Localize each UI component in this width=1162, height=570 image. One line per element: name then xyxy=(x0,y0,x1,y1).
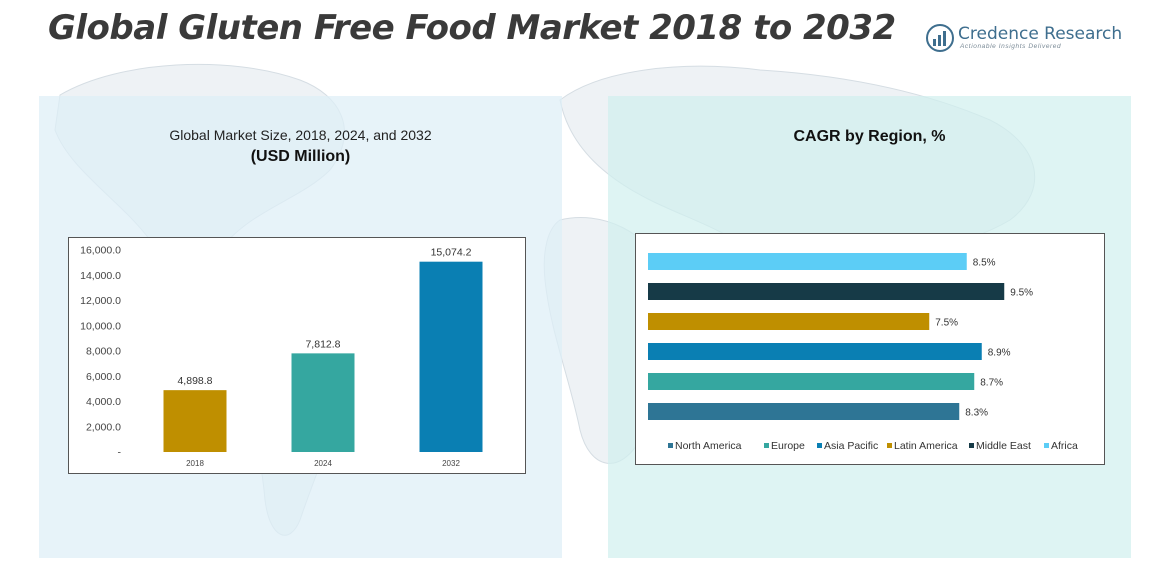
bar-2032 xyxy=(419,261,483,452)
legend-swatch xyxy=(764,443,769,448)
y-tick-label: 16,000.0 xyxy=(80,245,121,257)
market-size-bar-chart: - 2,000.0 4,000.0 6,000.0 8,000.0 10,000.0 12,… xyxy=(80,245,483,468)
y-tick-label: 6,000.0 xyxy=(86,371,121,383)
data-label: 8.3% xyxy=(965,408,988,419)
legend-swatch xyxy=(887,443,892,448)
y-tick-label: 10,000.0 xyxy=(80,320,121,332)
data-label: 7.5% xyxy=(935,318,958,329)
market-size-unit: (USD Million) xyxy=(250,148,351,165)
bar-2018 xyxy=(163,390,227,452)
x-tick-label: 2032 xyxy=(442,459,460,468)
legend-item: Africa xyxy=(1051,440,1078,452)
bar-chart-logo-icon xyxy=(926,24,954,52)
legend-swatch xyxy=(1044,443,1049,448)
y-tick-label: 8,000.0 xyxy=(86,346,121,358)
bar-2024 xyxy=(291,353,355,452)
y-tick-label: - xyxy=(118,447,122,459)
bar-africa xyxy=(648,253,967,270)
bar-asia-pacific xyxy=(648,343,982,360)
y-tick-label: 14,000.0 xyxy=(80,270,121,282)
legend-item: Europe xyxy=(771,440,805,452)
data-label: 7,812.8 xyxy=(305,338,340,350)
bar-europe xyxy=(648,373,975,390)
cagr-chart-frame: 8.5% 9.5% 7.5% 8.9% 8.7% 8.3% North America Eur… xyxy=(635,233,1105,465)
legend-item: Middle East xyxy=(976,440,1031,452)
legend-swatch xyxy=(969,443,974,448)
page-title: Global Gluten Free Food Market 2018 to 2… xyxy=(48,8,896,48)
cagr-bar-chart: 8.5% 9.5% 7.5% 8.9% 8.7% 8.3% North America Eur… xyxy=(648,253,1078,452)
bar-latin-america xyxy=(648,313,930,330)
data-label: 4,898.8 xyxy=(177,375,212,387)
y-tick-label: 12,000.0 xyxy=(80,295,121,307)
legend-item: Asia Pacific xyxy=(824,440,878,452)
bar-middle-east xyxy=(648,283,1005,300)
cagr-title: CAGR by Region, % xyxy=(793,128,946,145)
legend-swatch xyxy=(668,443,673,448)
bar-north-america xyxy=(648,403,960,420)
brand-tagline: Actionable Insights Delivered xyxy=(960,43,1062,50)
x-tick-label: 2018 xyxy=(186,459,204,468)
brand-logo: Credence Research Actionable Insights De… xyxy=(926,22,1122,56)
brand-name: Credence Research xyxy=(958,24,1123,44)
data-label: 8.7% xyxy=(980,378,1003,389)
legend-swatch xyxy=(817,443,822,448)
market-size-chart-frame: - 2,000.0 4,000.0 6,000.0 8,000.0 10,000.0 12,… xyxy=(68,237,526,474)
legend-item: Latin America xyxy=(894,440,958,452)
data-label: 15,074.2 xyxy=(431,247,472,259)
data-label: 8.9% xyxy=(988,348,1011,359)
data-label: 8.5% xyxy=(973,258,996,269)
y-tick-label: 4,000.0 xyxy=(86,396,121,408)
legend-item: North America xyxy=(675,440,742,452)
data-label: 9.5% xyxy=(1010,288,1033,299)
market-size-subtitle: Global Market Size, 2018, 2024, and 2032 xyxy=(169,127,432,143)
x-tick-label: 2024 xyxy=(314,459,332,468)
y-tick-label: 2,000.0 xyxy=(86,421,121,433)
